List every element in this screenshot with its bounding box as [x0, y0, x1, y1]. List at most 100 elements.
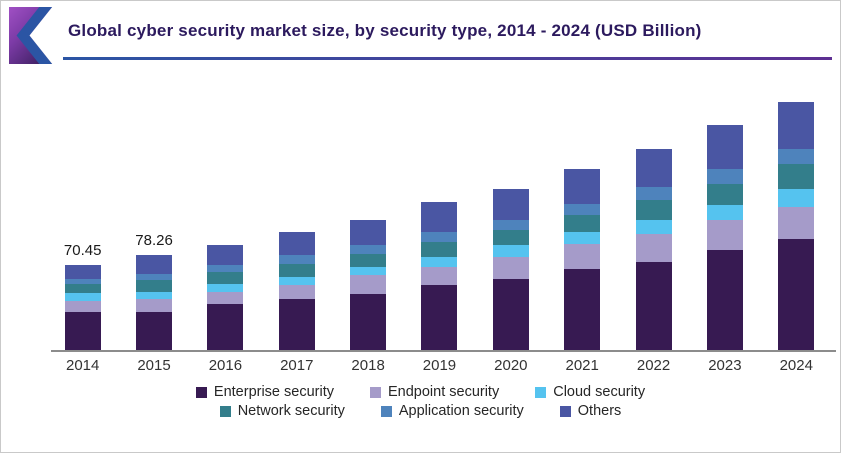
- x-axis-label: 2019: [422, 357, 457, 374]
- bar-segment: [492, 279, 529, 350]
- x-axis-label: 2017: [280, 357, 314, 374]
- legend-item: Enterprise security: [195, 384, 334, 400]
- x-axis-labels: 2014 2015 2016 2017 2018 2019 2020 2021 2022 2023…: [1, 352, 840, 374]
- bar-segment: [564, 232, 601, 244]
- chart-legend: Enterprise security Endpoint security Clou…: [1, 384, 840, 419]
- bar-segment: [350, 274, 387, 294]
- bar-value-label: 70.45: [63, 241, 102, 259]
- x-axis-label: 2021: [565, 357, 599, 374]
- bar-segment: [635, 220, 672, 234]
- legend-swatch-icon: [369, 386, 381, 398]
- legend-label: Others: [577, 403, 622, 419]
- stacked-bar: [421, 202, 458, 350]
- stacked-bar: [778, 101, 815, 350]
- stacked-bar: [492, 188, 529, 350]
- bar-segment: [350, 244, 387, 254]
- bar-segment: [778, 148, 815, 164]
- bar-segment: [778, 164, 815, 189]
- bar-group-2019: [404, 90, 475, 350]
- bar-group-2020: [475, 90, 546, 350]
- bar-segment: [207, 304, 244, 350]
- bar-segment: [136, 292, 173, 299]
- bar-segment: [564, 269, 601, 350]
- bar-segment: [778, 101, 815, 149]
- bar-segment: [64, 264, 101, 279]
- stacked-bar: [207, 245, 244, 350]
- stacked-bar: [706, 124, 743, 350]
- bar-segment: [492, 188, 529, 220]
- x-axis-label: 2020: [494, 357, 528, 374]
- bar-segment: [278, 299, 315, 350]
- bar-group-2014: 70.45: [47, 90, 118, 350]
- plot-area: 70.45 78.26: [1, 90, 840, 350]
- bar-segment: [278, 264, 315, 277]
- stacked-bar: [64, 264, 101, 350]
- bar-group-2024: [761, 90, 832, 350]
- bar-segment: [492, 229, 529, 245]
- stacked-bar: [136, 255, 173, 350]
- bar-segment: [564, 204, 601, 215]
- stacked-bar: [350, 219, 387, 350]
- x-axis-label: 2024: [779, 357, 813, 374]
- legend-row: Network security Application security Othe…: [1, 403, 840, 419]
- bar-segment: [207, 272, 244, 284]
- stacked-bar: [635, 149, 672, 350]
- bar-segment: [564, 215, 601, 232]
- bar-segment: [278, 232, 315, 255]
- bar-group-2022: [618, 90, 689, 350]
- brand-ribbon-icon: [9, 7, 63, 64]
- chart-header: Global cyber security market size, by se…: [1, 1, 840, 65]
- bar-segment: [350, 253, 387, 267]
- legend-item: Endpoint security: [369, 384, 500, 400]
- bar-group-2015: 78.26: [118, 90, 189, 350]
- legend-label: Enterprise security: [213, 384, 334, 400]
- stacked-bar: [278, 232, 315, 350]
- x-axis-label: 2023: [708, 357, 742, 374]
- bar-segment: [706, 250, 743, 350]
- bar-segment: [564, 169, 601, 204]
- bar-segment: [421, 232, 458, 243]
- bar-segment: [207, 292, 244, 304]
- bar-segment: [64, 284, 101, 294]
- x-axis-label: 2022: [636, 357, 671, 374]
- bar-segment: [778, 189, 815, 207]
- bar-segment: [136, 312, 173, 350]
- bar-segment: [706, 220, 743, 250]
- bar-segment: [421, 257, 458, 268]
- x-axis-line: [51, 350, 836, 352]
- legend-label: Cloud security: [553, 384, 646, 400]
- x-axis-label: 2018: [351, 357, 385, 374]
- bar-segment: [136, 274, 173, 280]
- x-axis-label: 2014: [65, 357, 100, 374]
- stacked-bar-chart: 70.45 78.26 2014 2015 2016 2017 2018 2019 2020 2…: [1, 90, 840, 374]
- bar-segment: [635, 187, 672, 200]
- bar-segment: [64, 312, 101, 350]
- bar-segment: [207, 284, 244, 292]
- bar-segment: [706, 124, 743, 169]
- bar-segment: [635, 149, 672, 187]
- bar-segment: [421, 242, 458, 258]
- bar-segment: [421, 202, 458, 233]
- bar-segment: [136, 255, 173, 275]
- bar-group-2021: [547, 90, 618, 350]
- bar-segment: [207, 245, 244, 265]
- bar-group-2016: [190, 90, 261, 350]
- bar-segment: [136, 280, 173, 292]
- bar-segment: [778, 239, 815, 350]
- stacked-bar: [564, 169, 601, 350]
- x-axis-label: 2016: [208, 357, 243, 374]
- bar-segment: [564, 244, 601, 269]
- legend-row: Enterprise security Endpoint security Clou…: [1, 384, 840, 400]
- legend-item: Others: [559, 403, 622, 419]
- legend-swatch-icon: [559, 405, 571, 417]
- bar-segment: [492, 219, 529, 230]
- bar-segment: [207, 265, 244, 272]
- bar-segment: [64, 278, 101, 285]
- bar-group-2018: [332, 90, 403, 350]
- bar-value-label: 78.26: [135, 232, 173, 250]
- legend-item: Network security: [219, 403, 345, 419]
- legend-label: Endpoint security: [387, 384, 500, 400]
- bar-segment: [278, 277, 315, 285]
- bar-segment: [350, 266, 387, 275]
